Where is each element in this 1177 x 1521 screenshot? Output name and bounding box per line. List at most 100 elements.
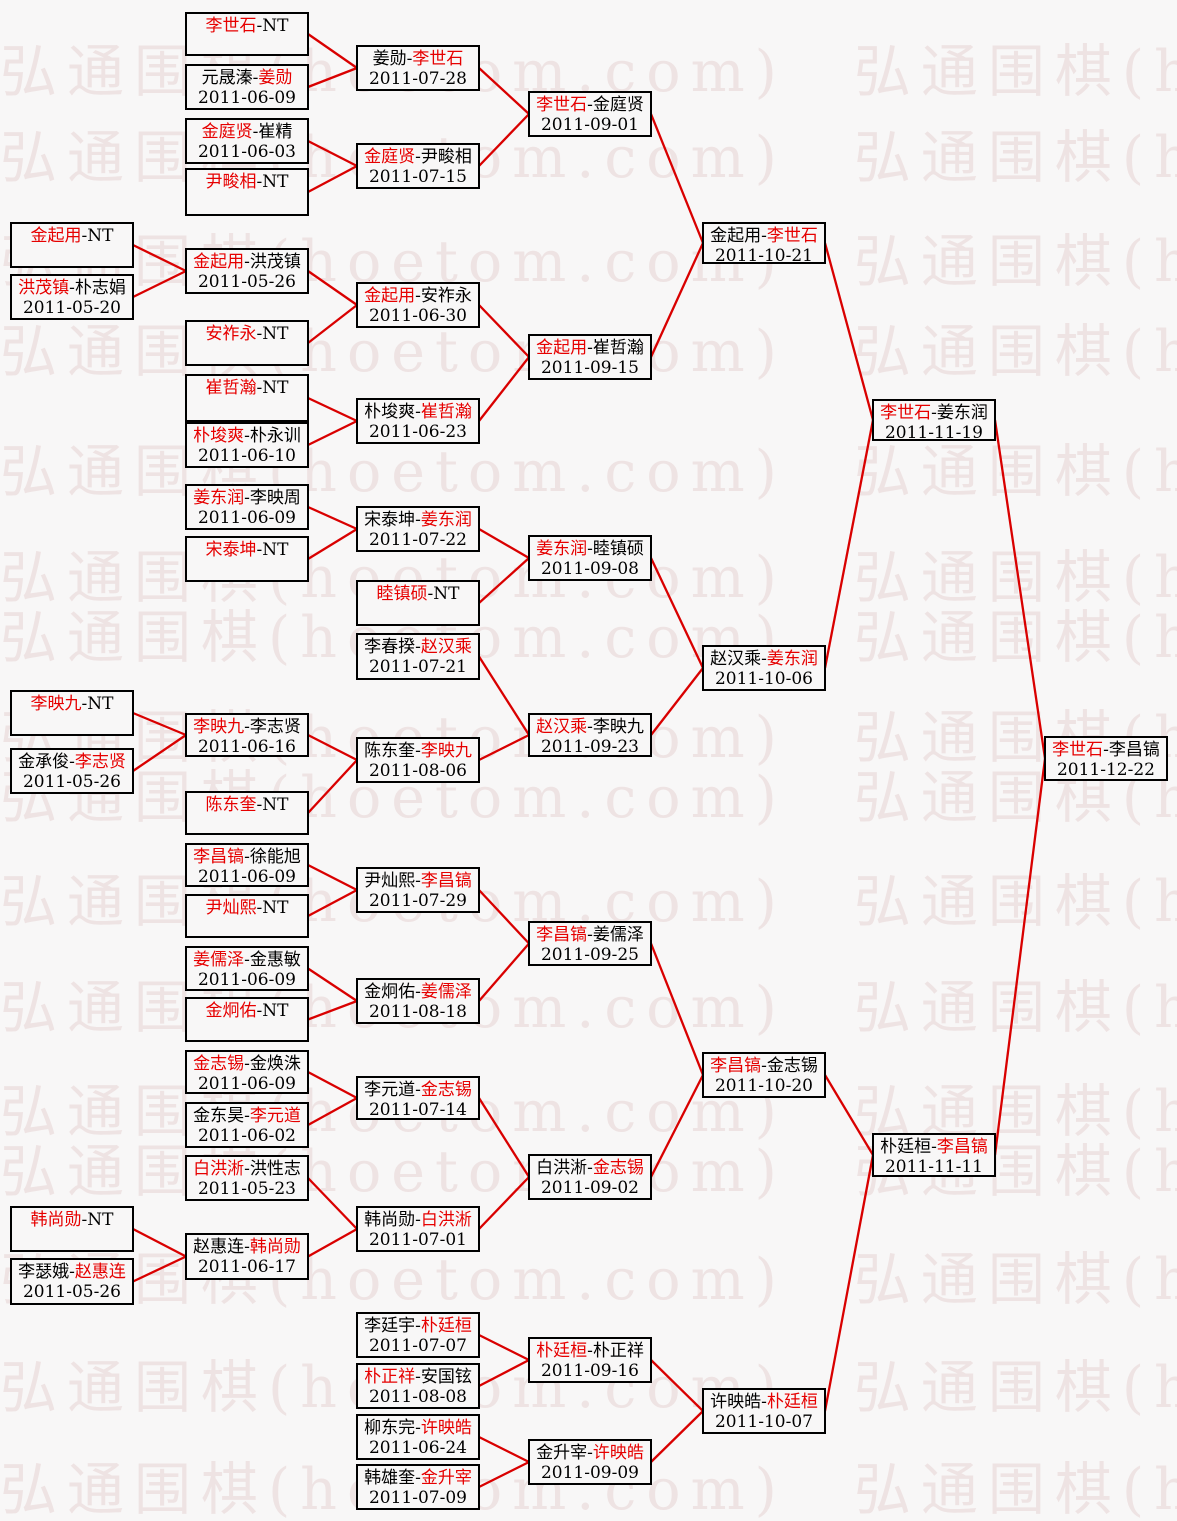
player-name: NT: [262, 1001, 289, 1021]
bracket-connector-line: [478, 67, 530, 115]
match-date: 2011-05-26: [22, 1282, 121, 1302]
match-box-B19: 白洪淅-洪性志 2011-05-23: [185, 1155, 309, 1201]
match-date: 2011-06-09: [197, 1074, 296, 1094]
vs-separator: -: [415, 1418, 421, 1438]
player-name: 金庭贤: [592, 95, 644, 115]
player-name: 元晟溱: [201, 68, 253, 88]
vs-separator: -: [415, 1316, 421, 1336]
match-players: 李瑟娥-赵惠连: [12, 1262, 132, 1282]
match-box-D3: 姜东润-睦镇硕 2011-09-08: [528, 535, 652, 581]
match-players: 金起用-李世石: [704, 226, 824, 246]
player-name: 朴正祥: [592, 1341, 644, 1361]
match-players: 朴廷桓-李昌镐: [874, 1137, 994, 1157]
match-date: 2011-09-01: [540, 115, 639, 135]
player-name: 崔哲瀚: [205, 378, 257, 398]
player-name: 金起用: [536, 338, 588, 358]
match-box-E1: 金起用-李世石 2011-10-21: [702, 222, 826, 264]
vs-separator: -: [244, 1106, 250, 1126]
match-box-B17: 金志锡-金焕洙 2011-06-09: [185, 1050, 309, 1094]
player-name: 李映九: [420, 741, 472, 761]
player-name: 姜东润: [766, 649, 818, 669]
bracket-connector-line: [307, 528, 358, 560]
match-players: 韩尚勋-白洪淅: [358, 1210, 478, 1230]
player-name: 宋泰坤: [364, 510, 416, 530]
player-name: 李志贤: [249, 717, 301, 737]
match-date: 2011-09-08: [540, 559, 639, 579]
match-players: 朴埈爽-朴永训: [187, 426, 307, 446]
bracket-connector-line: [478, 889, 530, 945]
player-name: 李世石: [766, 226, 818, 246]
match-box-B16: 金炯佑-NT: [185, 997, 309, 1042]
vs-separator: -: [415, 147, 421, 167]
bracket-connector-line: [132, 1255, 187, 1283]
match-players: 李廷宇-朴廷桓: [358, 1316, 478, 1336]
player-name: 金惠敏: [249, 950, 301, 970]
bracket-connector-line: [307, 1096, 358, 1127]
player-name: 洪性志: [249, 1159, 301, 1179]
bracket-connector-line: [307, 396, 358, 423]
match-date: 2011-06-09: [197, 970, 296, 990]
match-players: 李昌镐-金志锡: [704, 1056, 824, 1076]
vs-separator: -: [69, 1262, 75, 1282]
vs-separator: -: [415, 741, 421, 761]
vs-separator: -: [256, 16, 263, 36]
player-name: 白洪淅: [193, 1159, 245, 1179]
match-players: 陈东奎-李映九: [358, 741, 478, 761]
match-box-A5: 韩尚勋-NT: [10, 1206, 134, 1252]
match-box-B11: 李映九-李志贤 2011-06-16: [185, 713, 309, 757]
match-players: 宋泰坤-姜东润: [358, 510, 478, 530]
player-name: 赵惠连: [193, 1237, 245, 1257]
match-box-C1: 姜勋-李世石 2011-07-28: [356, 45, 480, 91]
match-box-G1: 李世石-李昌镐 2011-12-22: [1044, 736, 1168, 781]
player-name: 安国铉: [420, 1367, 472, 1387]
bracket-connector-line: [132, 243, 187, 273]
match-box-C2: 金庭贤-尹畯相 2011-07-15: [356, 143, 480, 189]
vs-separator: -: [415, 510, 421, 530]
vs-separator: -: [415, 982, 421, 1002]
bracket-connector-line: [307, 33, 358, 69]
player-name: 洪茂镇: [18, 278, 70, 298]
match-players: 姜勋-李世石: [358, 49, 478, 69]
vs-separator: -: [256, 795, 263, 815]
match-players: 李昌镐-徐能旭: [187, 847, 307, 867]
match-box-E2: 赵汉乘-姜东润 2011-10-06: [702, 645, 826, 691]
player-name: 金承俊: [18, 752, 70, 772]
bracket-connector-line: [478, 1097, 530, 1178]
player-name: NT: [433, 584, 460, 604]
player-name: 睦镇硕: [592, 539, 644, 559]
bracket-connector-line: [478, 1435, 530, 1464]
match-date: 2011-07-09: [368, 1488, 467, 1508]
player-name: 金炯佑: [364, 982, 416, 1002]
bracket-connector-line: [478, 1460, 530, 1489]
player-name: NT: [87, 1210, 114, 1230]
match-players: 金起用-洪茂镇: [187, 252, 307, 272]
player-name: 睦镇硕: [376, 584, 428, 604]
vs-separator: -: [587, 95, 593, 115]
player-name: NT: [262, 378, 289, 398]
match-date: 2011-06-24: [368, 1438, 467, 1458]
match-box-F1: 李世石-姜东润 2011-11-19: [872, 399, 996, 441]
player-name: 李元道: [249, 1106, 301, 1126]
bracket-connector-line: [307, 999, 358, 1021]
match-players: 金起用-NT: [12, 226, 132, 246]
player-name: 李志贤: [74, 752, 126, 772]
match-date: 2011-07-21: [368, 657, 467, 677]
player-name: 李世石: [1052, 740, 1104, 760]
player-name: 朴廷桓: [536, 1341, 588, 1361]
player-name: 姜东润: [420, 510, 472, 530]
player-name: 姜勋: [372, 49, 407, 69]
player-name: 赵汉乘: [710, 649, 762, 669]
match-players: 宋泰坤-NT: [187, 540, 307, 560]
match-box-E3: 李昌镐-金志锡 2011-10-20: [702, 1052, 826, 1098]
match-players: 金升宰-许映皓: [530, 1443, 650, 1463]
bracket-connector-line: [478, 1176, 530, 1230]
bracket-connector-line: [478, 557, 530, 604]
player-name: 洪茂镇: [249, 252, 301, 272]
player-name: 许映皓: [710, 1392, 762, 1412]
match-date: 2011-06-16: [197, 737, 296, 757]
match-players: 崔哲瀚-NT: [187, 378, 307, 398]
bracket-connector-line: [478, 1333, 530, 1362]
match-box-D6: 白洪淅-金志锡 2011-09-02: [528, 1154, 652, 1200]
match-date: 2011-09-23: [540, 737, 639, 757]
bracket-connector-line: [823, 1154, 875, 1412]
